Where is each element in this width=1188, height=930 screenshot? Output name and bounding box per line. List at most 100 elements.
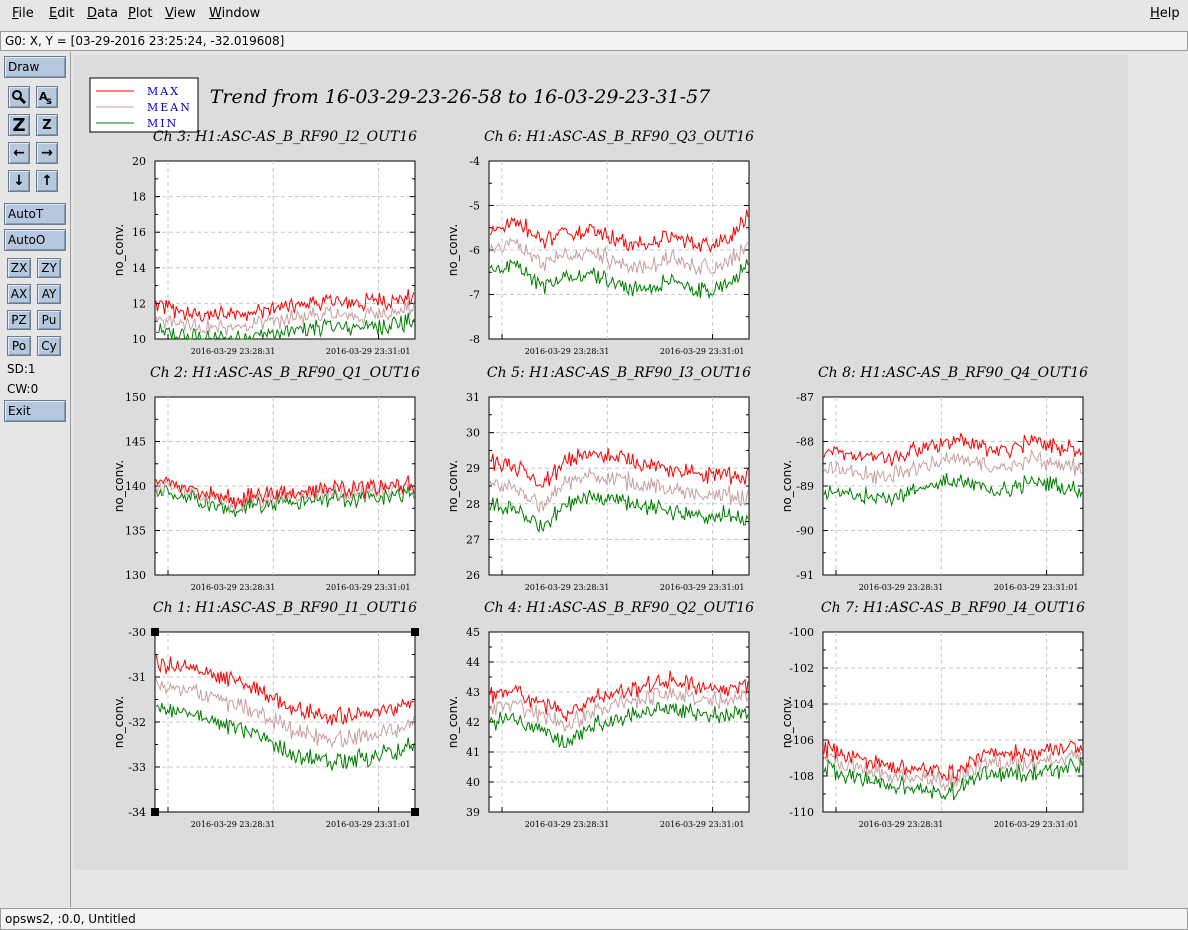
panel-3-ylabel: no_conv. xyxy=(112,460,126,512)
panel-7-ytick-label: 45 xyxy=(466,626,480,639)
svg-text:s: s xyxy=(46,96,52,105)
sd-label: SD:1 xyxy=(7,362,36,376)
panel-6-series-mean xyxy=(155,678,415,749)
draw-button[interactable]: Draw xyxy=(4,56,66,78)
menu-edit[interactable]: Edit xyxy=(49,6,75,21)
panel-1-series-max xyxy=(155,289,415,323)
panel-8-ytick-label: -102 xyxy=(789,662,814,675)
menu-window[interactable]: Window xyxy=(209,6,261,21)
panel-1-ytick-label: 10 xyxy=(132,333,146,346)
panel-4-ytick-label: 31 xyxy=(466,391,480,404)
panel-7-series-min xyxy=(489,701,749,749)
panel-1-series-min xyxy=(155,312,415,341)
panel-5-ytick-label: -90 xyxy=(796,525,814,538)
panel-8-series-mean xyxy=(823,748,1083,791)
zx-button[interactable]: ZX xyxy=(7,258,31,278)
panel-6-xtick-label: 2016-03-29 23:28:31 xyxy=(191,820,276,829)
panel-2-series-min xyxy=(489,258,749,300)
panel-3-ytick-label: 130 xyxy=(125,569,146,582)
panel-8-ylabel: no_conv. xyxy=(780,696,794,748)
panel-7-title: Ch 4: H1:ASC-AS_B_RF90_Q2_OUT16 xyxy=(484,600,754,616)
panel-5-series-max xyxy=(823,432,1083,467)
panel-5-ytick-label: -91 xyxy=(796,569,814,582)
zoom-large-icon[interactable]: Z xyxy=(8,114,30,136)
ay-button[interactable]: AY xyxy=(37,284,61,304)
panel-8-xtick-label: 2016-03-29 23:28:31 xyxy=(859,820,944,829)
panel-1-ytick-label: 12 xyxy=(132,297,146,310)
panel-5-ytick-label: -89 xyxy=(796,480,814,493)
legend-label-mean: MEAN xyxy=(147,101,192,114)
panel-2-ytick-label: -4 xyxy=(469,155,480,168)
ax-button[interactable]: AX xyxy=(7,284,31,304)
menu-data[interactable]: Data xyxy=(87,6,119,21)
panel-5-title: Ch 8: H1:ASC-AS_B_RF90_Q4_OUT16 xyxy=(818,365,1088,381)
panel-7-ylabel: no_conv. xyxy=(446,696,460,748)
panel-1-ytick-label: 16 xyxy=(132,226,146,239)
panel-4-series-min xyxy=(489,489,749,534)
magnify-icon[interactable] xyxy=(8,86,30,108)
svg-text:A: A xyxy=(39,90,48,103)
panel-4-ytick-label: 27 xyxy=(466,533,480,546)
selection-handle xyxy=(411,808,419,816)
menu-file[interactable]: File xyxy=(12,6,34,21)
coordinate-bar: G0: X, Y = [03-29-2016 23:25:24, -32.019… xyxy=(0,31,1188,51)
panel-5-ytick-label: -87 xyxy=(796,391,814,404)
panel-1-xtick-label: 2016-03-29 23:28:31 xyxy=(191,347,276,356)
panel-5-xtick-label: 2016-03-29 23:31:01 xyxy=(994,583,1079,592)
panel-7-series-mean xyxy=(489,685,749,732)
panel-2-ytick-label: -7 xyxy=(469,289,480,302)
panel-6-xtick-label: 2016-03-29 23:31:01 xyxy=(326,820,411,829)
panel-2-ytick-label: -6 xyxy=(469,244,480,257)
panel-3-xtick-label: 2016-03-29 23:31:01 xyxy=(326,583,411,592)
po-button[interactable]: Po xyxy=(7,336,31,356)
panel-8-ytick-label: -106 xyxy=(789,734,814,747)
panel-7-series-max xyxy=(489,670,749,722)
panel-8-series-min xyxy=(823,757,1083,801)
panel-4-ytick-label: 29 xyxy=(466,462,480,475)
arrow-right-icon[interactable]: → xyxy=(36,142,58,164)
panel-6-ytick-label: -30 xyxy=(128,626,146,639)
panel-8-series-max xyxy=(823,739,1083,783)
panel-6-ytick-label: -33 xyxy=(128,761,146,774)
panel-6-ytick-label: -34 xyxy=(128,806,146,819)
panel-8-ytick-label: -104 xyxy=(789,698,814,711)
cw-label: CW:0 xyxy=(7,382,39,396)
menu-view[interactable]: View xyxy=(165,6,196,21)
panel-4-ytick-label: 26 xyxy=(466,569,480,582)
arrow-down-icon[interactable]: ↓ xyxy=(8,170,30,192)
panel-6-ylabel: no_conv. xyxy=(112,696,126,748)
panel-5-series-mean xyxy=(823,449,1083,485)
menu-plot[interactable]: Plot xyxy=(128,6,153,21)
selection-handle xyxy=(151,628,159,636)
panel-2-ytick-label: -8 xyxy=(469,333,480,346)
panel-2-series-max xyxy=(489,209,749,253)
menu-bar: File Edit Data Plot View Window Help xyxy=(0,0,1188,30)
arrow-up-icon[interactable]: ↑ xyxy=(36,170,58,192)
cy-button[interactable]: Cy xyxy=(37,336,61,356)
panel-5-ylabel: no_conv. xyxy=(780,460,794,512)
autot-button[interactable]: AutoT xyxy=(4,203,66,225)
menu-help[interactable]: Help xyxy=(1150,6,1180,21)
panel-1-ytick-label: 14 xyxy=(132,262,146,275)
panel-3-ytick-label: 145 xyxy=(125,436,146,449)
exit-button[interactable]: Exit xyxy=(4,400,66,422)
autoo-button[interactable]: AutoO xyxy=(4,229,66,251)
zoom-small-icon[interactable]: Z xyxy=(36,114,58,136)
panel-6-ytick-label: -31 xyxy=(128,671,146,684)
panel-2-series-mean xyxy=(489,237,749,276)
panel-4-series-mean xyxy=(489,467,749,514)
panel-1-ytick-label: 20 xyxy=(132,155,146,168)
panel-7-ytick-label: 44 xyxy=(466,656,480,669)
panel-2-ylabel: no_conv. xyxy=(446,224,460,276)
zy-button[interactable]: ZY xyxy=(37,258,61,278)
panel-3-xtick-label: 2016-03-29 23:28:31 xyxy=(191,583,276,592)
panel-3-series-max xyxy=(155,475,415,510)
pu-button[interactable]: Pu xyxy=(37,310,61,330)
arrow-left-icon[interactable]: ← xyxy=(8,142,30,164)
selection-handle xyxy=(411,628,419,636)
panel-6-ytick-label: -32 xyxy=(128,716,146,729)
panel-2-xtick-label: 2016-03-29 23:31:01 xyxy=(660,347,745,356)
pz-button[interactable]: PZ xyxy=(7,310,31,330)
